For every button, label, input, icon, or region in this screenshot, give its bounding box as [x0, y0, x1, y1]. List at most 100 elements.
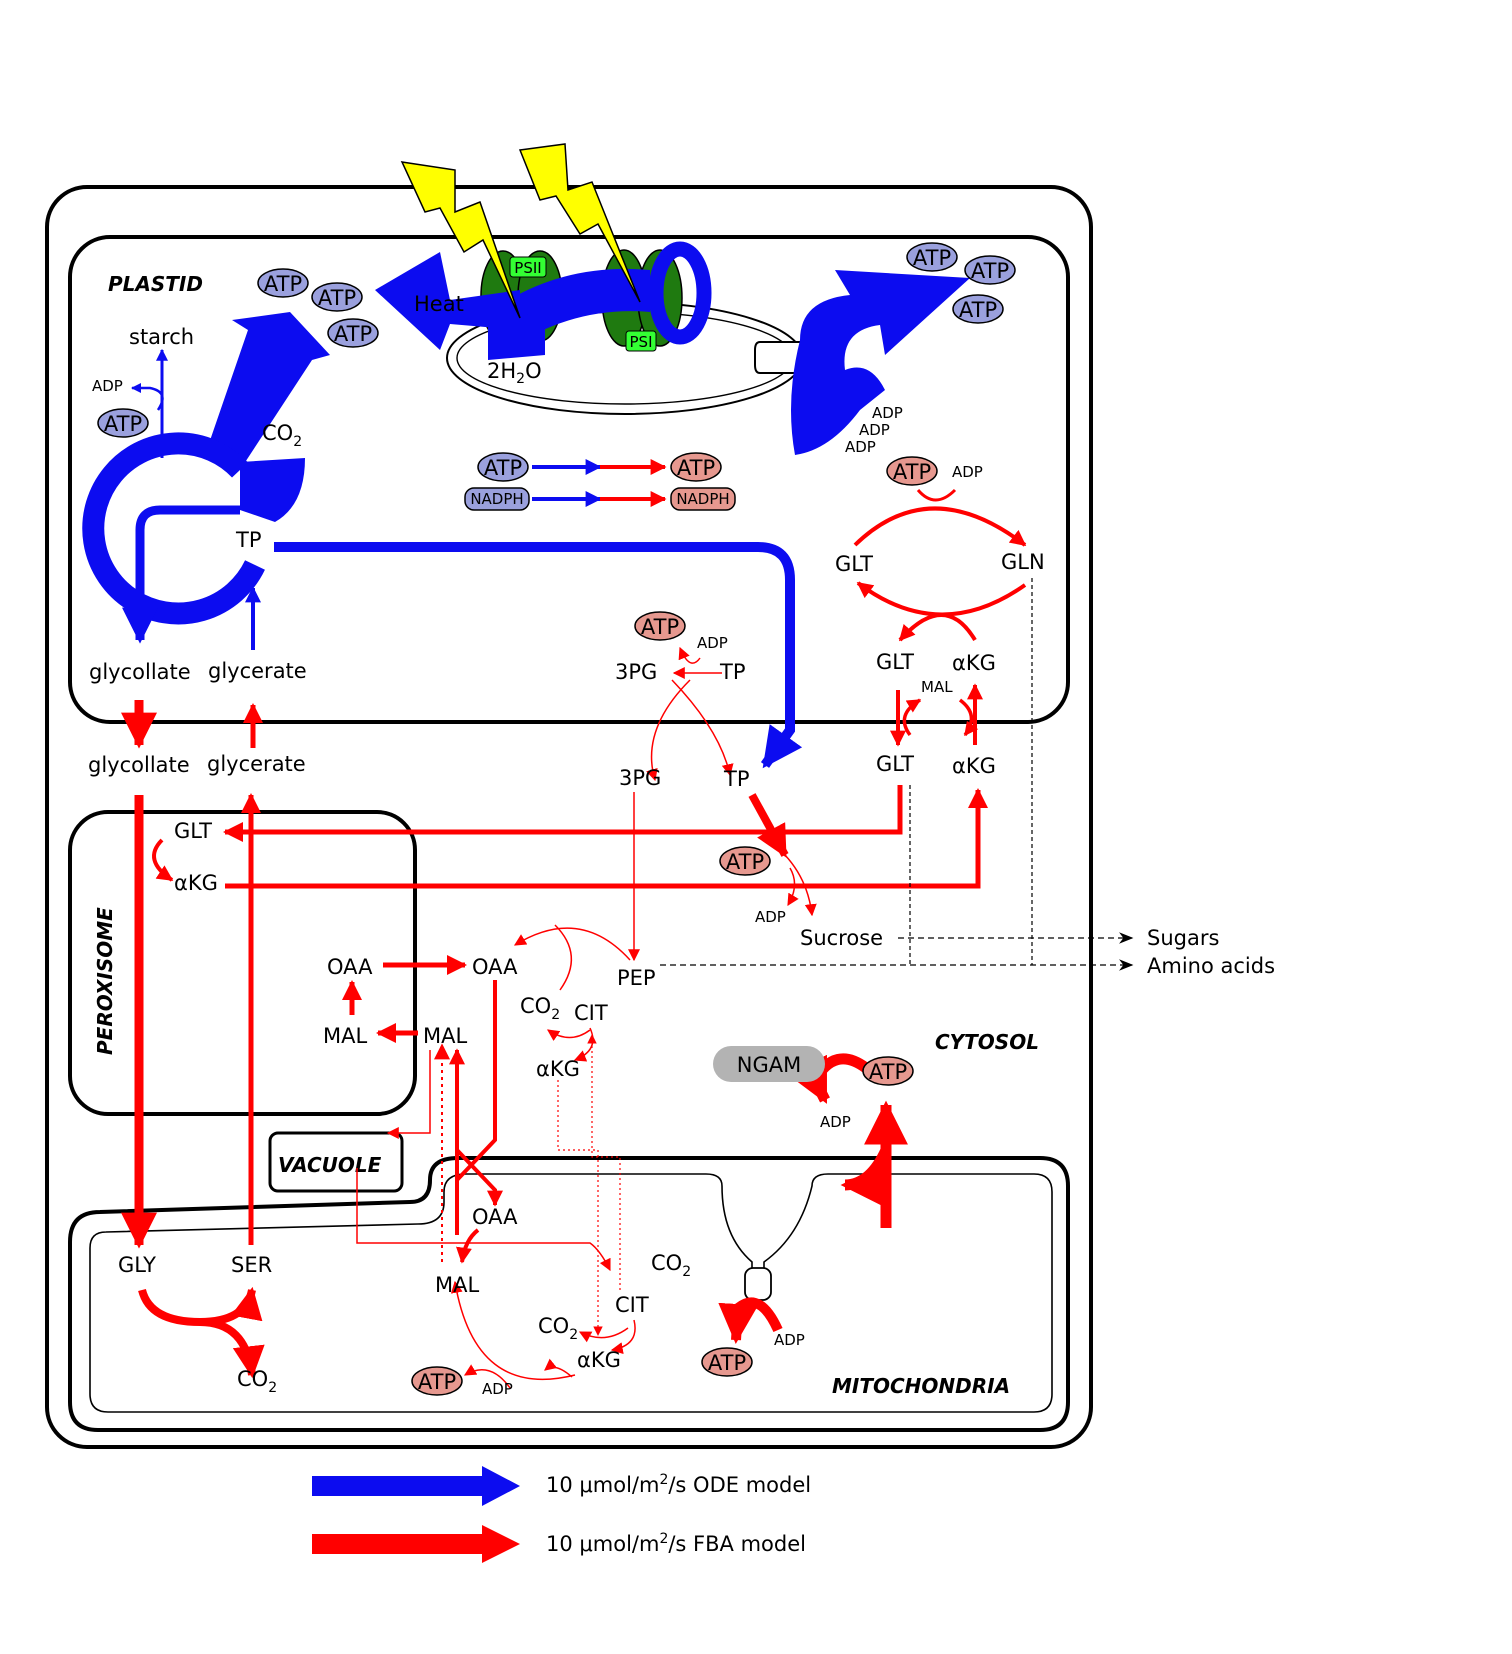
water-split-flux [488, 312, 545, 360]
starch-label: starch [129, 325, 194, 349]
akg-label-peroxisome: αKG [174, 871, 218, 895]
atp-badge-legend-red: ATP [670, 452, 722, 482]
svg-text:ATP: ATP [971, 259, 1009, 283]
adp-label-sucrose: ADP [755, 908, 786, 926]
legend-ode-text: 10 μmol/m2/s ODE model [546, 1472, 811, 1497]
tp-label-plastid: TP [235, 528, 262, 552]
mito-akg-to-mal-flux [450, 1280, 576, 1381]
mito-substrate-atp-flux [463, 1364, 511, 1389]
gln-label: GLN [1001, 550, 1045, 574]
plastid-outline [68, 235, 1070, 724]
atp-badge-synthase-3: ATP [952, 294, 1004, 324]
akg-peroxisome-to-cytosol-flux [225, 788, 988, 889]
tp-export-flux [274, 542, 803, 769]
legend: 10 μmol/m2/s ODE model 10 μmol/m2/s FBA … [312, 1466, 811, 1563]
metabolite-labels: starch ADP Heat 2H2O CO2 TP glycollate g… [88, 292, 1275, 1398]
atp-badge-ngam: ATP [862, 1056, 914, 1086]
adp-label-synthase-3: ADP [845, 438, 876, 456]
svg-text:NADPH: NADPH [676, 490, 729, 508]
oaa-label-cytosol: OAA [472, 955, 518, 979]
mal-counter-transport-2 [958, 698, 979, 737]
svg-text:ATP: ATP [869, 1060, 907, 1084]
pep-to-oaa-flux [513, 927, 631, 961]
atp-synthase-stalk [754, 341, 800, 374]
atp-badge-mito-synthase: ATP [701, 1347, 753, 1377]
legend-fba-arrow [312, 1525, 520, 1563]
oaa-label-mito: OAA [472, 1205, 518, 1229]
glycerate-label-plastid: glycerate [208, 659, 307, 683]
vacuole-outline [268, 1131, 404, 1193]
glycollate-label-cytosol: glycollate [88, 753, 190, 777]
adp-label-mito-tca: ADP [482, 1380, 513, 1398]
color-key-arrows [532, 459, 667, 507]
akg-dotted-transport [557, 1080, 603, 1336]
tp-label-plastid-3pg: TP [719, 660, 746, 684]
glt-label-cytosol: GLT [876, 752, 914, 776]
adp-label-synthase-2: ADP [859, 421, 890, 439]
atp-badge-calvin-1: ATP [257, 268, 309, 298]
mito-atp-synthase-stalk [744, 1267, 772, 1301]
glt-label-gogat: GLT [835, 552, 873, 576]
atp-badge-sucrose: ATP [719, 846, 771, 876]
ngam-badge: NGAM [713, 1046, 825, 1082]
legend-fba-text: 10 μmol/m2/s FBA model [546, 1531, 806, 1556]
adp-import-flux [840, 1147, 892, 1207]
plastid-atp-regeneration-flux [678, 646, 701, 664]
plastid-label: PLASTID [108, 272, 203, 296]
psi-label-box [625, 330, 657, 352]
atp-badge-legend-blue: ATP [477, 452, 529, 482]
gly-label: GLY [118, 1253, 156, 1277]
atp-badge-calvin-3: ATP [327, 318, 379, 348]
atp-synthase-flux [791, 270, 970, 455]
co2-fixation-flux [240, 458, 305, 522]
glt-cytosol-to-peroxisome-flux [223, 785, 903, 842]
amino-acids-label: Amino acids [1147, 954, 1275, 978]
light-bolt-psii [400, 161, 521, 319]
calvin-to-glycollate-flux [122, 505, 240, 644]
svg-text:ATP: ATP [893, 460, 931, 484]
cytosol-cit-co2-flux [547, 1029, 591, 1042]
vacuole-label: VACUOLE [278, 1153, 382, 1177]
heat-flux-arrow [375, 252, 520, 350]
tp-to-sucrose-flux [748, 793, 789, 858]
akg-label-plastid: αKG [952, 651, 996, 675]
calvin-atp-flux [205, 312, 330, 470]
sucrose-synthesis-flux [784, 854, 817, 917]
pep-label: PEP [617, 966, 656, 990]
adp-label-gogat: ADP [952, 463, 983, 481]
cofactor-badges: ATP ATP ATP ATP ATP ATP ATP ATP ATP NADP… [97, 242, 1016, 1396]
tp-label-cytosol: TP [723, 767, 750, 791]
cit-label-mito: CIT [615, 1293, 649, 1317]
3pg-label-plastid: 3PG [615, 660, 657, 684]
mal-counter-transport-1 [902, 698, 922, 737]
adp-label-starch: ADP [92, 377, 123, 395]
psi-cycle-ring [648, 241, 712, 345]
mito-cit-to-akg-flux [610, 1319, 636, 1355]
mito-cit-co2-flux [578, 1327, 629, 1343]
tp-3pg-exchange-2 [671, 679, 734, 777]
sucrose-atp-adp-flux [787, 867, 799, 907]
cit-dotted-transport [587, 1034, 621, 1290]
co2-label-mito-2: CO2 [538, 1314, 578, 1343]
co2-label-mito-1: CO2 [651, 1251, 691, 1280]
svg-text:NGAM: NGAM [737, 1053, 801, 1077]
gogat-atp-flux [916, 488, 957, 502]
nadph-badge-legend-blue: NADPH [464, 487, 530, 511]
cell-outline [45, 185, 1093, 1449]
atp-badge-calvin-2: ATP [311, 282, 363, 312]
cytosol-label: CYTOSOL [935, 1030, 1039, 1054]
atp-badge-mito-tca: ATP [411, 1366, 463, 1396]
3pg-label-cytosol: 3PG [619, 766, 661, 790]
glycerate-label-cytosol: glycerate [207, 752, 306, 776]
svg-text:ATP: ATP [334, 322, 372, 346]
psii-label-box [509, 256, 547, 278]
atp-badge-synthase-1: ATP [906, 242, 958, 272]
atp-badge-synthase-2: ATP [964, 255, 1016, 285]
peroxisome-label: PEROXISOME [93, 907, 117, 1055]
co2-label-cytosol: CO2 [520, 994, 560, 1023]
atp-badge-plastid-3pg: ATP [634, 611, 686, 641]
calvin-cycle-ring [82, 432, 265, 625]
mal-label-plastid: MAL [921, 678, 953, 696]
psii-label: PSII [514, 259, 541, 277]
akg-label-cytosol-tca: αKG [536, 1057, 580, 1081]
